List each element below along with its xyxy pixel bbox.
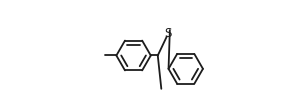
Text: S: S [165,27,172,40]
